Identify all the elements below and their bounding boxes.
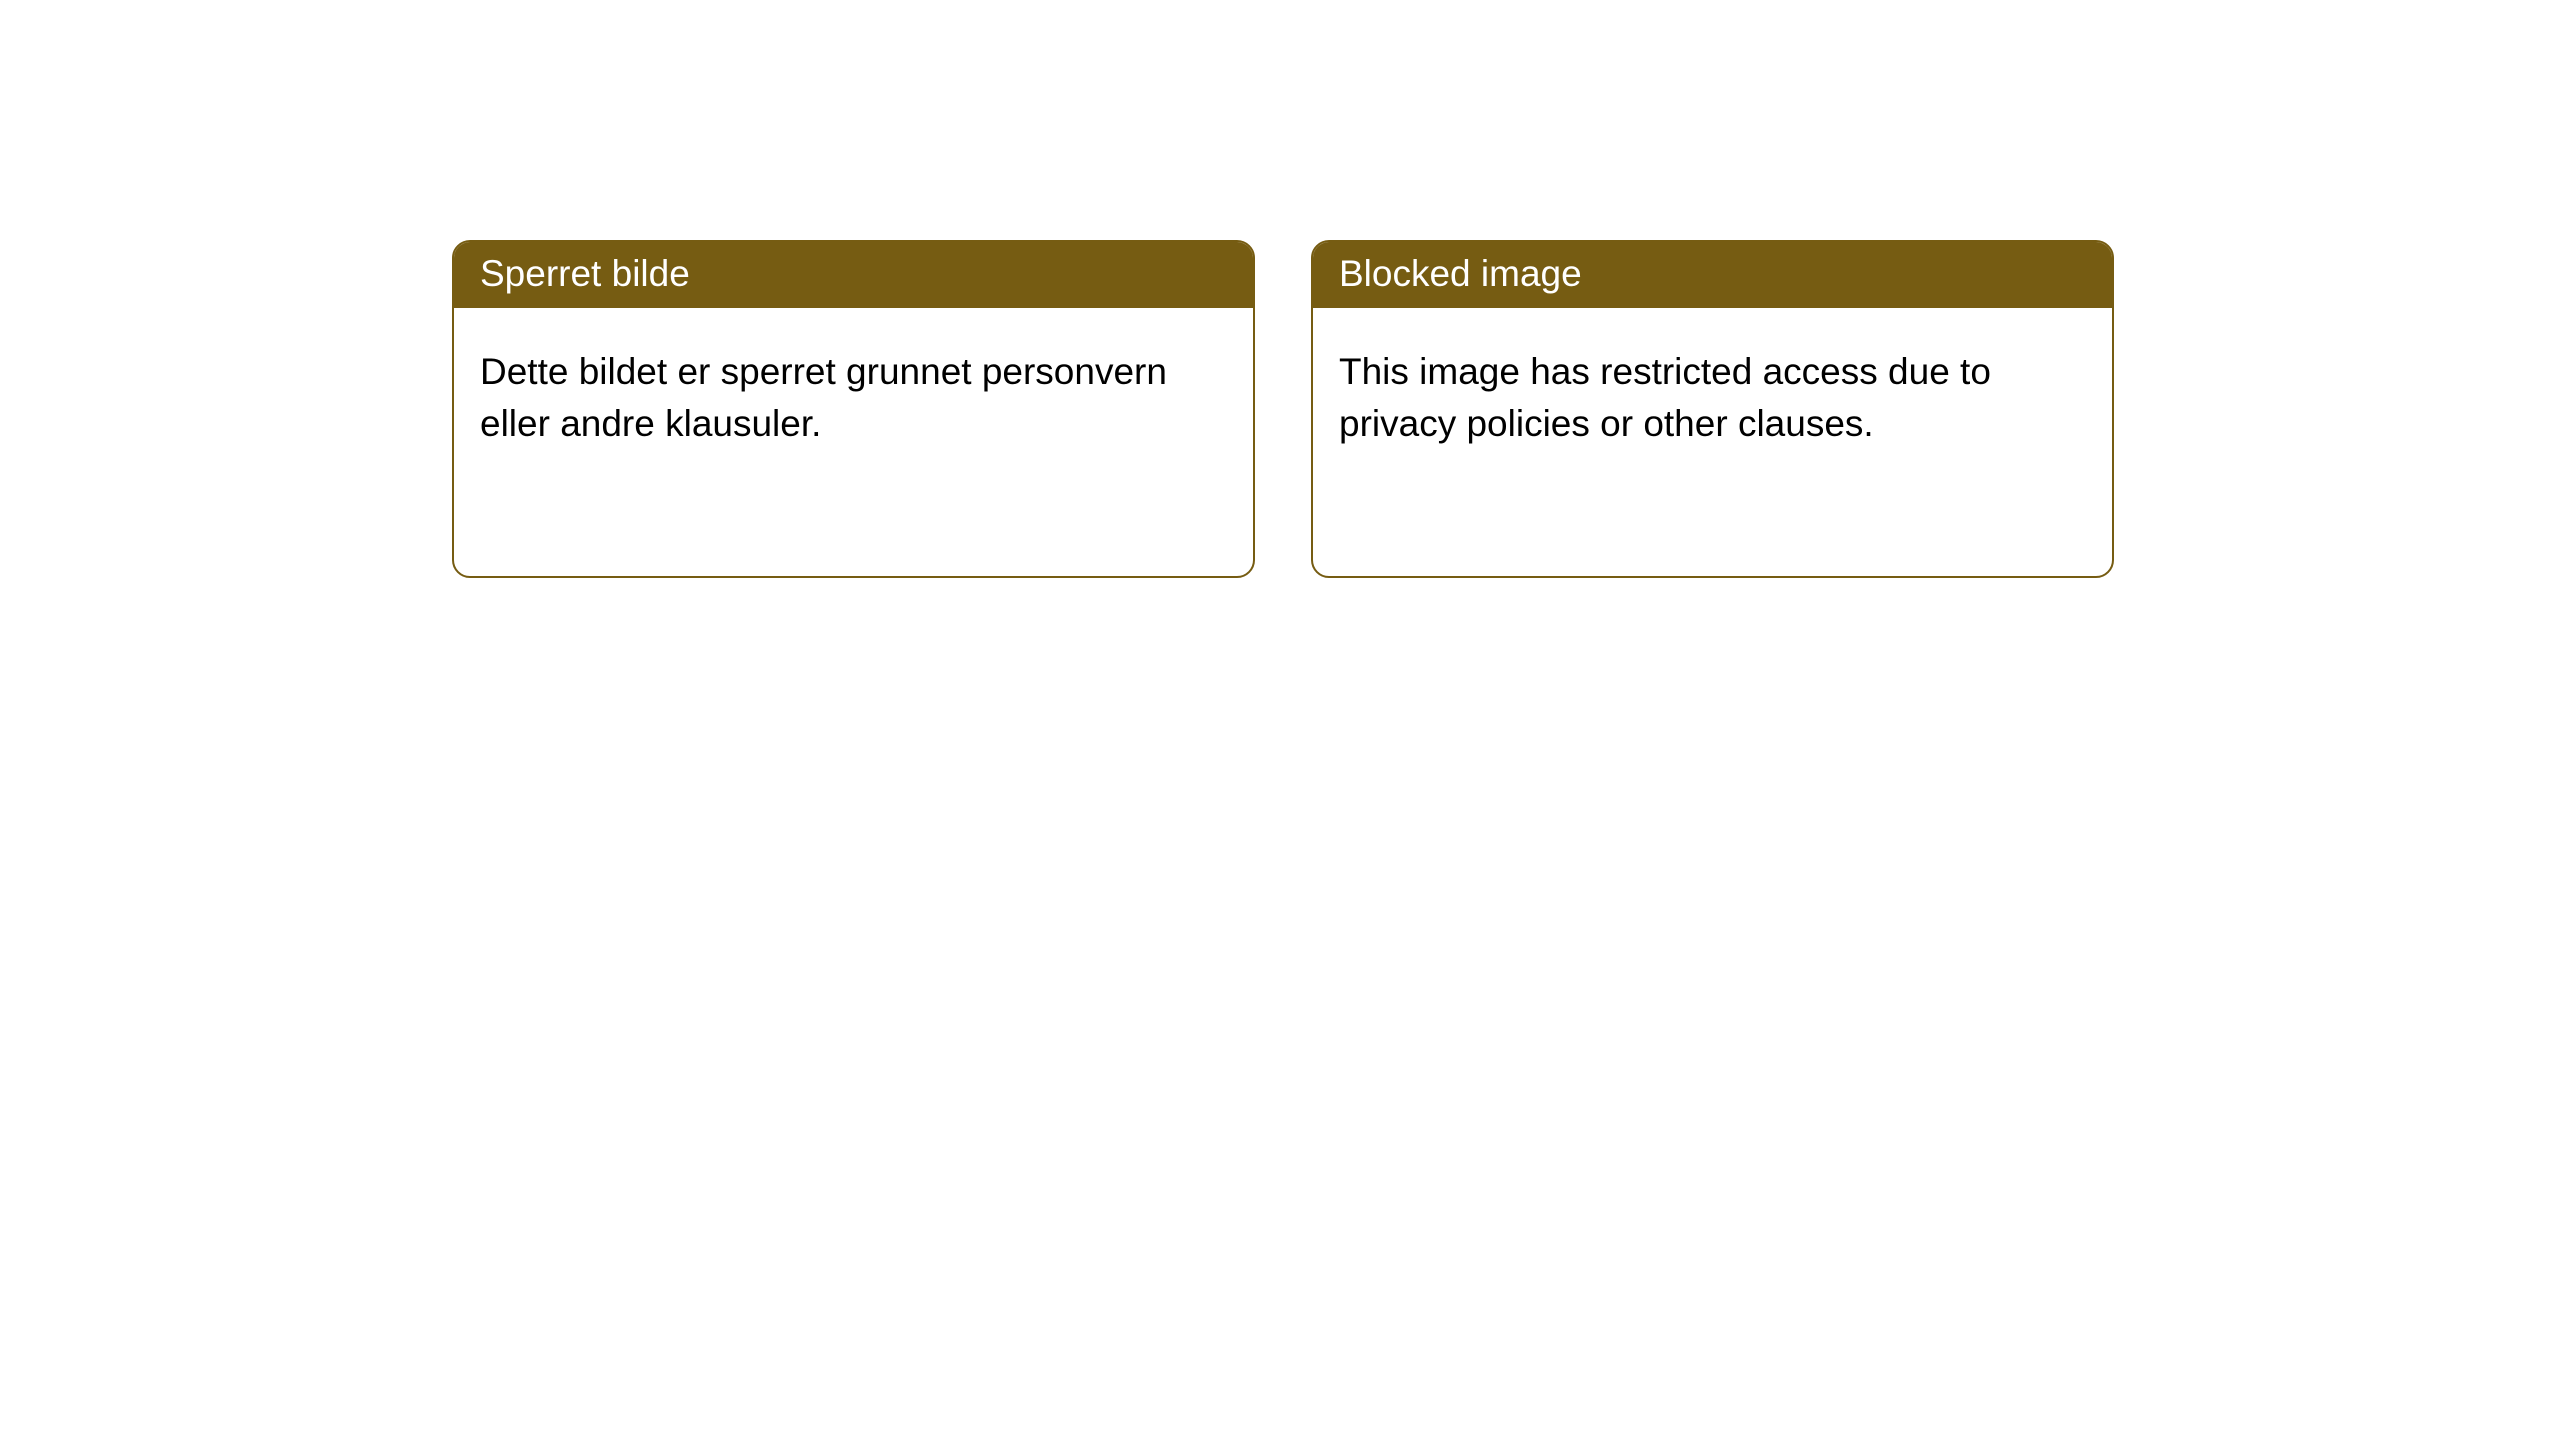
notice-title: Blocked image <box>1313 242 2112 308</box>
notice-title: Sperret bilde <box>454 242 1253 308</box>
notice-card-english: Blocked image This image has restricted … <box>1311 240 2114 578</box>
notice-card-norwegian: Sperret bilde Dette bildet er sperret gr… <box>452 240 1255 578</box>
notice-body: Dette bildet er sperret grunnet personve… <box>454 308 1253 576</box>
notice-body: This image has restricted access due to … <box>1313 308 2112 576</box>
notice-container: Sperret bilde Dette bildet er sperret gr… <box>0 0 2560 578</box>
